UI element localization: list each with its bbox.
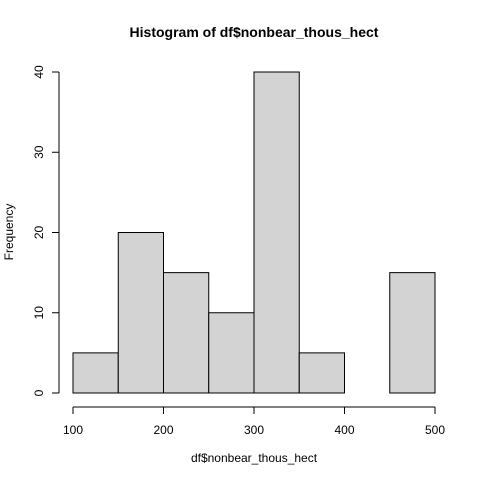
x-tick-label: 500 [425, 423, 445, 437]
histogram-bar [163, 272, 210, 394]
x-axis-label: df$nonbear_thous_hect [191, 451, 318, 465]
histogram-bar [389, 272, 436, 394]
histogram-bar [72, 352, 119, 394]
y-tick-label: 30 [32, 145, 46, 159]
x-tick-label: 400 [334, 423, 354, 437]
histogram-bar [298, 352, 345, 394]
histogram-bar [208, 312, 255, 394]
x-tick-label: 300 [244, 423, 264, 437]
histogram-bar [253, 71, 300, 394]
x-tick-label: 100 [63, 423, 83, 437]
x-tick-label: 200 [153, 423, 173, 437]
bars-group [72, 71, 436, 394]
x-axis: 100 200 300 400 500 [63, 406, 445, 437]
y-axis-label: Frequency [2, 204, 16, 261]
y-axis: 0 10 20 30 40 [32, 65, 60, 396]
y-tick-label: 0 [32, 389, 46, 396]
y-tick-label: 10 [32, 306, 46, 320]
histogram-bar [117, 232, 164, 394]
chart-title: Histogram of df$nonbear_thous_hect [130, 24, 379, 40]
y-tick-label: 40 [32, 65, 46, 79]
y-tick-label: 20 [32, 226, 46, 240]
